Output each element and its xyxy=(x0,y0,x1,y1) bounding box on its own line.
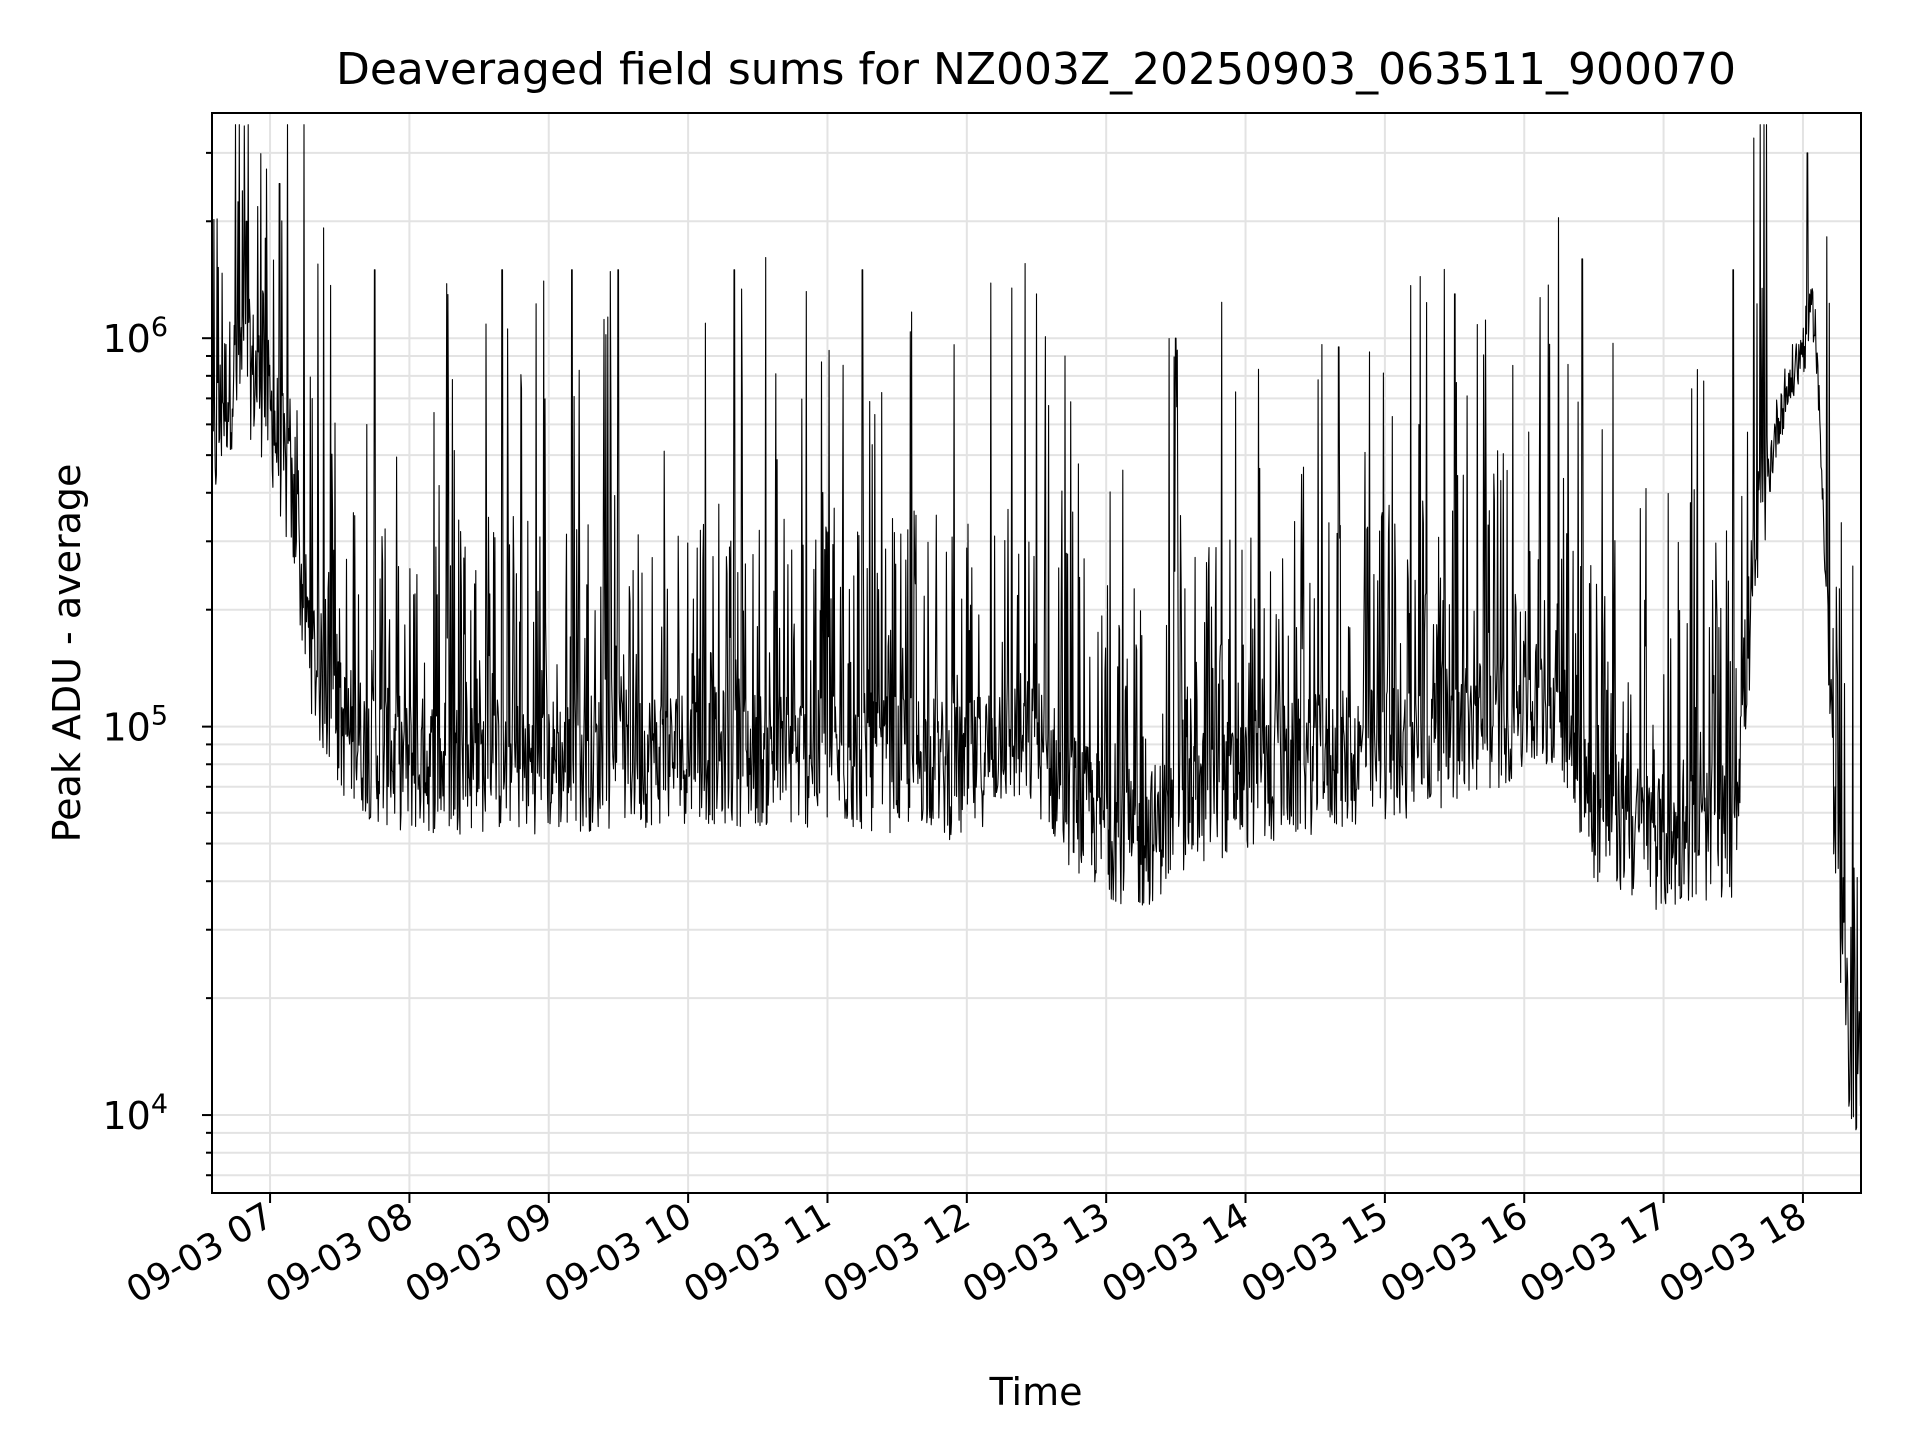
data-series-line xyxy=(211,124,1862,1131)
plot-area-frame xyxy=(211,112,1862,1194)
chart-title: Deaveraged field sums for NZ003Z_2025090… xyxy=(336,44,1736,95)
y-tick-label: 105 xyxy=(102,701,168,750)
series-layer xyxy=(211,124,1862,1131)
y-tick-label: 104 xyxy=(102,1089,168,1138)
x-axis-label: Time xyxy=(989,1370,1083,1414)
y-axis-label: Peak ADU - average xyxy=(45,464,89,843)
y-tick-label: 106 xyxy=(102,312,168,361)
